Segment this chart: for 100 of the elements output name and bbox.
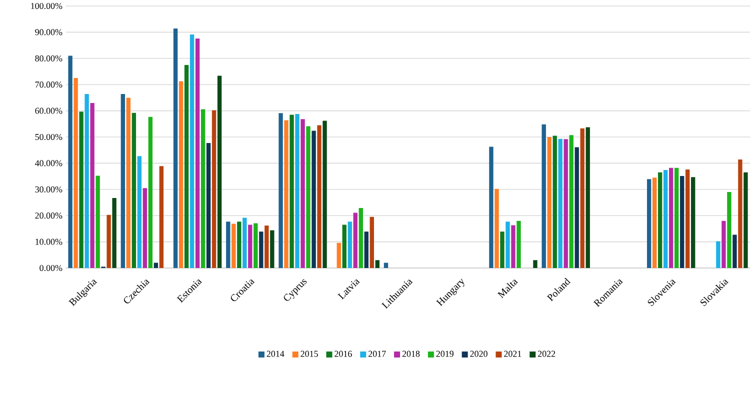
bar [652, 178, 657, 268]
legend-label: 2019 [436, 350, 454, 357]
y-tick-label: 50.00% [35, 134, 62, 140]
bar [732, 234, 737, 268]
bar [511, 225, 516, 268]
bar [353, 212, 358, 268]
bar [312, 130, 316, 268]
bar [79, 112, 84, 268]
bar [322, 120, 327, 268]
bar [159, 166, 164, 268]
bar [190, 34, 194, 268]
bar [74, 78, 78, 268]
bar [120, 94, 126, 268]
legend-label: 2017 [368, 350, 386, 357]
y-tick-label: 100.00% [31, 2, 62, 10]
bar [506, 222, 510, 268]
bar [232, 224, 236, 268]
bar [96, 176, 100, 268]
bar [533, 260, 538, 268]
bar [112, 198, 116, 268]
bar [348, 222, 352, 268]
bar [722, 220, 726, 268]
bar [489, 146, 494, 268]
bar [290, 114, 294, 268]
bar [494, 188, 499, 268]
bar [195, 38, 200, 268]
y-tick-label: 80.00% [35, 55, 62, 62]
bar [200, 109, 206, 268]
bar [278, 113, 283, 268]
bar [564, 139, 568, 268]
y-tick-label: 10.00% [36, 238, 62, 245]
legend-label: 2015 [300, 350, 318, 357]
bar [270, 230, 274, 268]
legend-label: 2022 [538, 350, 556, 357]
bar [106, 214, 111, 268]
y-tick-label: 0.00% [40, 264, 62, 272]
bar [516, 220, 521, 268]
bar [217, 76, 222, 268]
bar [206, 143, 211, 268]
bar [300, 119, 305, 268]
bar [680, 176, 684, 268]
bar [317, 125, 322, 268]
bar [248, 224, 252, 268]
bar [259, 232, 264, 268]
bar [358, 208, 363, 268]
bar [569, 135, 574, 268]
bar [674, 168, 679, 268]
bar [68, 56, 72, 268]
bar [132, 112, 136, 268]
y-tick-label: 30.00% [35, 186, 62, 192]
bar [668, 168, 674, 268]
bar [685, 169, 690, 268]
bar [574, 147, 579, 268]
bar [254, 223, 258, 268]
y-tick-label: 40.00% [35, 160, 62, 166]
bar [646, 179, 652, 268]
legend-label: 2014 [266, 350, 284, 357]
bar [154, 262, 158, 268]
y-tick-label: 70.00% [35, 82, 62, 88]
bar [580, 128, 584, 268]
bar [663, 170, 668, 268]
bar [237, 222, 242, 268]
bar [264, 226, 269, 268]
bar [744, 172, 748, 268]
bar [84, 94, 89, 268]
bar [142, 188, 148, 268]
bar [558, 138, 562, 268]
bar [295, 114, 300, 268]
bar [126, 98, 131, 268]
bar [306, 126, 310, 268]
bar [542, 124, 546, 268]
bar [178, 81, 184, 268]
legend-label: 2016 [334, 350, 352, 357]
bar [173, 28, 178, 268]
bar [336, 242, 341, 268]
bar [727, 192, 732, 268]
bar [212, 110, 216, 268]
y-tick-label: 90.00% [35, 29, 62, 36]
bar [384, 262, 388, 268]
bar [284, 120, 288, 268]
bar [342, 224, 346, 268]
bar [500, 232, 504, 268]
bar [586, 127, 590, 268]
y-tick-label: 60.00% [35, 108, 62, 114]
bar [364, 232, 368, 268]
bar [184, 64, 189, 268]
y-tick-label: 20.00% [35, 212, 62, 219]
bar [738, 160, 742, 268]
bar [547, 137, 552, 268]
bar [370, 216, 374, 268]
bar [690, 177, 696, 268]
bar [716, 241, 720, 268]
bar [375, 260, 380, 268]
legend-label: 2020 [470, 350, 488, 357]
bar [552, 136, 557, 268]
bar [148, 116, 153, 268]
bar [226, 222, 230, 268]
bar [658, 172, 662, 268]
legend-label: 2018 [402, 350, 420, 357]
bar [242, 218, 247, 268]
